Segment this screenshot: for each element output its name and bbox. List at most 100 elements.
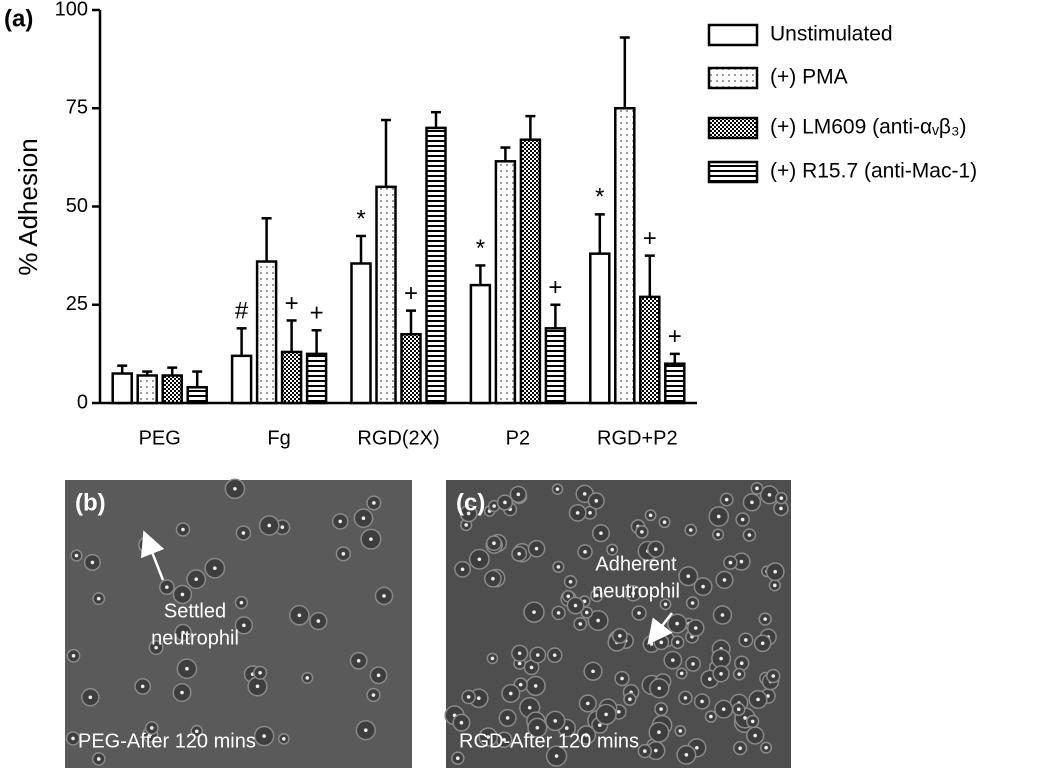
caption: PEG-After 120 mins bbox=[78, 730, 256, 752]
cell-nucleus bbox=[529, 665, 534, 670]
cell-nucleus bbox=[165, 585, 169, 589]
cell-nucleus bbox=[185, 666, 189, 671]
panel-label: (c) bbox=[456, 489, 485, 516]
cell-nucleus bbox=[618, 634, 622, 638]
x-tick-label: P2 bbox=[506, 427, 530, 449]
significance-mark: # bbox=[235, 298, 249, 325]
significance-mark: * bbox=[476, 235, 485, 262]
cell-nucleus bbox=[71, 736, 75, 741]
cell-nucleus bbox=[739, 661, 744, 665]
cell-nucleus bbox=[750, 719, 755, 724]
cell-nucleus bbox=[753, 733, 757, 738]
cell-nucleus bbox=[258, 670, 262, 675]
panel-label: (b) bbox=[75, 489, 106, 516]
cell-nucleus bbox=[779, 496, 784, 500]
cell-nucleus bbox=[356, 658, 361, 663]
cell-nucleus bbox=[96, 757, 101, 761]
y-tick-label: 25 bbox=[66, 293, 88, 315]
cell-nucleus bbox=[739, 559, 744, 564]
cell-nucleus bbox=[684, 753, 689, 757]
cell-nucleus bbox=[596, 618, 600, 623]
significance-mark: + bbox=[548, 274, 562, 301]
significance-mark: + bbox=[668, 323, 682, 350]
cell-nucleus bbox=[476, 696, 481, 701]
cell-nucleus bbox=[88, 695, 93, 700]
cell-nucleus bbox=[262, 734, 266, 738]
cell-nucleus bbox=[194, 729, 199, 734]
cell-nucleus bbox=[583, 550, 587, 554]
cell-nucleus bbox=[180, 592, 185, 597]
cell-nucleus bbox=[755, 486, 759, 491]
arrow bbox=[647, 612, 673, 645]
cell-nucleus bbox=[90, 560, 95, 565]
annotation: Settled bbox=[164, 600, 226, 622]
cell-nucleus bbox=[555, 487, 560, 491]
cell-nucleus bbox=[492, 541, 496, 545]
cell-nucleus bbox=[773, 569, 778, 574]
cell-nucleus bbox=[738, 746, 742, 750]
cell-nucleus bbox=[591, 669, 595, 674]
bar bbox=[305, 352, 328, 405]
cell-nucleus bbox=[382, 594, 386, 598]
bar bbox=[544, 327, 567, 405]
cell-nucleus bbox=[599, 531, 603, 535]
cell-nucleus bbox=[341, 552, 346, 556]
cell-nucleus bbox=[594, 593, 599, 598]
cell-nucleus bbox=[740, 517, 745, 522]
cell-nucleus bbox=[372, 501, 376, 505]
bar bbox=[280, 350, 303, 405]
cell-nucleus bbox=[716, 532, 720, 537]
cell-nucleus bbox=[517, 651, 522, 656]
cell-nucleus bbox=[517, 552, 521, 556]
cell-nucleus bbox=[678, 729, 683, 733]
cell-nucleus bbox=[631, 591, 636, 596]
x-tick-label: PEG bbox=[139, 427, 181, 449]
cell-nucleus bbox=[671, 658, 675, 662]
cell-nucleus bbox=[701, 584, 705, 589]
cell-nucleus bbox=[282, 737, 286, 741]
bar bbox=[350, 262, 372, 405]
y-axis-label: % Adhesion bbox=[13, 138, 43, 275]
cell-nucleus bbox=[568, 579, 573, 584]
cell-nucleus bbox=[556, 565, 561, 569]
cell-nucleus bbox=[532, 610, 536, 614]
cell-nucleus bbox=[505, 716, 510, 720]
cell-nucleus bbox=[194, 577, 199, 582]
bar bbox=[664, 362, 686, 405]
cell-nucleus bbox=[707, 677, 712, 681]
cell-nucleus bbox=[679, 671, 684, 676]
bar bbox=[375, 185, 397, 405]
cell-nucleus bbox=[763, 617, 767, 621]
cell-nucleus bbox=[756, 697, 760, 702]
y-tick-label: 100 bbox=[55, 0, 88, 20]
cell-nucleus bbox=[477, 557, 482, 562]
cell-nucleus bbox=[675, 640, 680, 645]
cell-nucleus bbox=[556, 611, 561, 615]
bar bbox=[186, 386, 208, 405]
cell-nucleus bbox=[509, 691, 513, 696]
cell-nucleus bbox=[361, 516, 366, 521]
cell-nucleus bbox=[597, 723, 602, 727]
cell-nucleus bbox=[719, 671, 723, 676]
bar bbox=[589, 252, 611, 405]
cell-nucleus bbox=[659, 707, 663, 711]
significance-mark: + bbox=[643, 225, 657, 252]
bar bbox=[230, 354, 253, 405]
cell-nucleus bbox=[517, 661, 522, 666]
cell-nucleus bbox=[242, 623, 246, 628]
cell-nucleus bbox=[490, 656, 495, 661]
cell-nucleus bbox=[573, 603, 578, 608]
caption: RGD-After 120 mins bbox=[459, 730, 639, 752]
cell-nucleus bbox=[564, 726, 569, 730]
cell-nucleus bbox=[659, 640, 664, 645]
cell-nucleus bbox=[779, 506, 783, 511]
legend-label: (+) R15.7 (anti-Mac-1) bbox=[770, 160, 977, 183]
cell-nucleus bbox=[516, 492, 521, 497]
cell-nucleus bbox=[695, 746, 699, 750]
cell-nucleus bbox=[460, 567, 465, 572]
cell-nucleus bbox=[640, 530, 644, 534]
legend-swatch bbox=[707, 116, 759, 140]
cell-nucleus bbox=[724, 497, 729, 502]
cell-nucleus bbox=[376, 673, 381, 678]
cell-nucleus bbox=[280, 525, 285, 530]
